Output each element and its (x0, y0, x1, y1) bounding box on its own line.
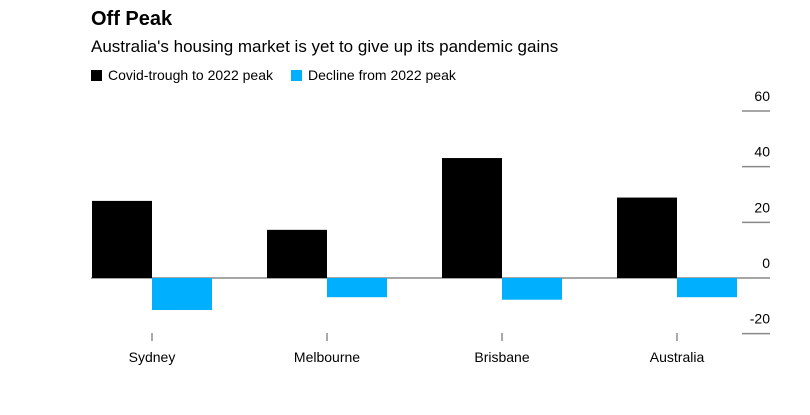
y-tick-label: 20 (754, 199, 770, 215)
x-tick-label: Brisbane (474, 349, 529, 365)
y-tick-label: 60 (754, 88, 770, 104)
y-tick-label: 0 (762, 255, 770, 271)
legend-swatch (91, 69, 102, 81)
legend-label: Covid-trough to 2022 peak (108, 67, 273, 83)
bar-melbourne-decline (327, 278, 387, 298)
bar-sydney-decline (152, 278, 212, 311)
chart-subtitle: Australia's housing market is yet to giv… (91, 37, 559, 56)
chart-title: Off Peak (91, 8, 173, 30)
x-tick-label: Melbourne (294, 349, 360, 365)
legend-item-trough-to-peak: Covid-trough to 2022 peak (91, 67, 273, 83)
bar-melbourne-trough-to-peak (267, 229, 327, 278)
bar-brisbane-decline (502, 278, 562, 300)
bar-brisbane-trough-to-peak (442, 158, 502, 278)
legend-item-decline: Decline from 2022 peak (291, 67, 456, 83)
bar-sydney-trough-to-peak (92, 200, 152, 278)
legend: Covid-trough to 2022 peak Decline from 2… (91, 67, 456, 83)
x-tick-label: Sydney (129, 349, 176, 365)
legend-label: Decline from 2022 peak (308, 67, 456, 83)
legend-swatch (291, 69, 302, 81)
y-tick-label: -20 (750, 311, 770, 327)
bar-australia-decline (677, 278, 737, 298)
x-tick-label: Australia (650, 349, 705, 365)
y-tick-label: 40 (754, 144, 770, 160)
bar-australia-trough-to-peak (617, 197, 677, 278)
